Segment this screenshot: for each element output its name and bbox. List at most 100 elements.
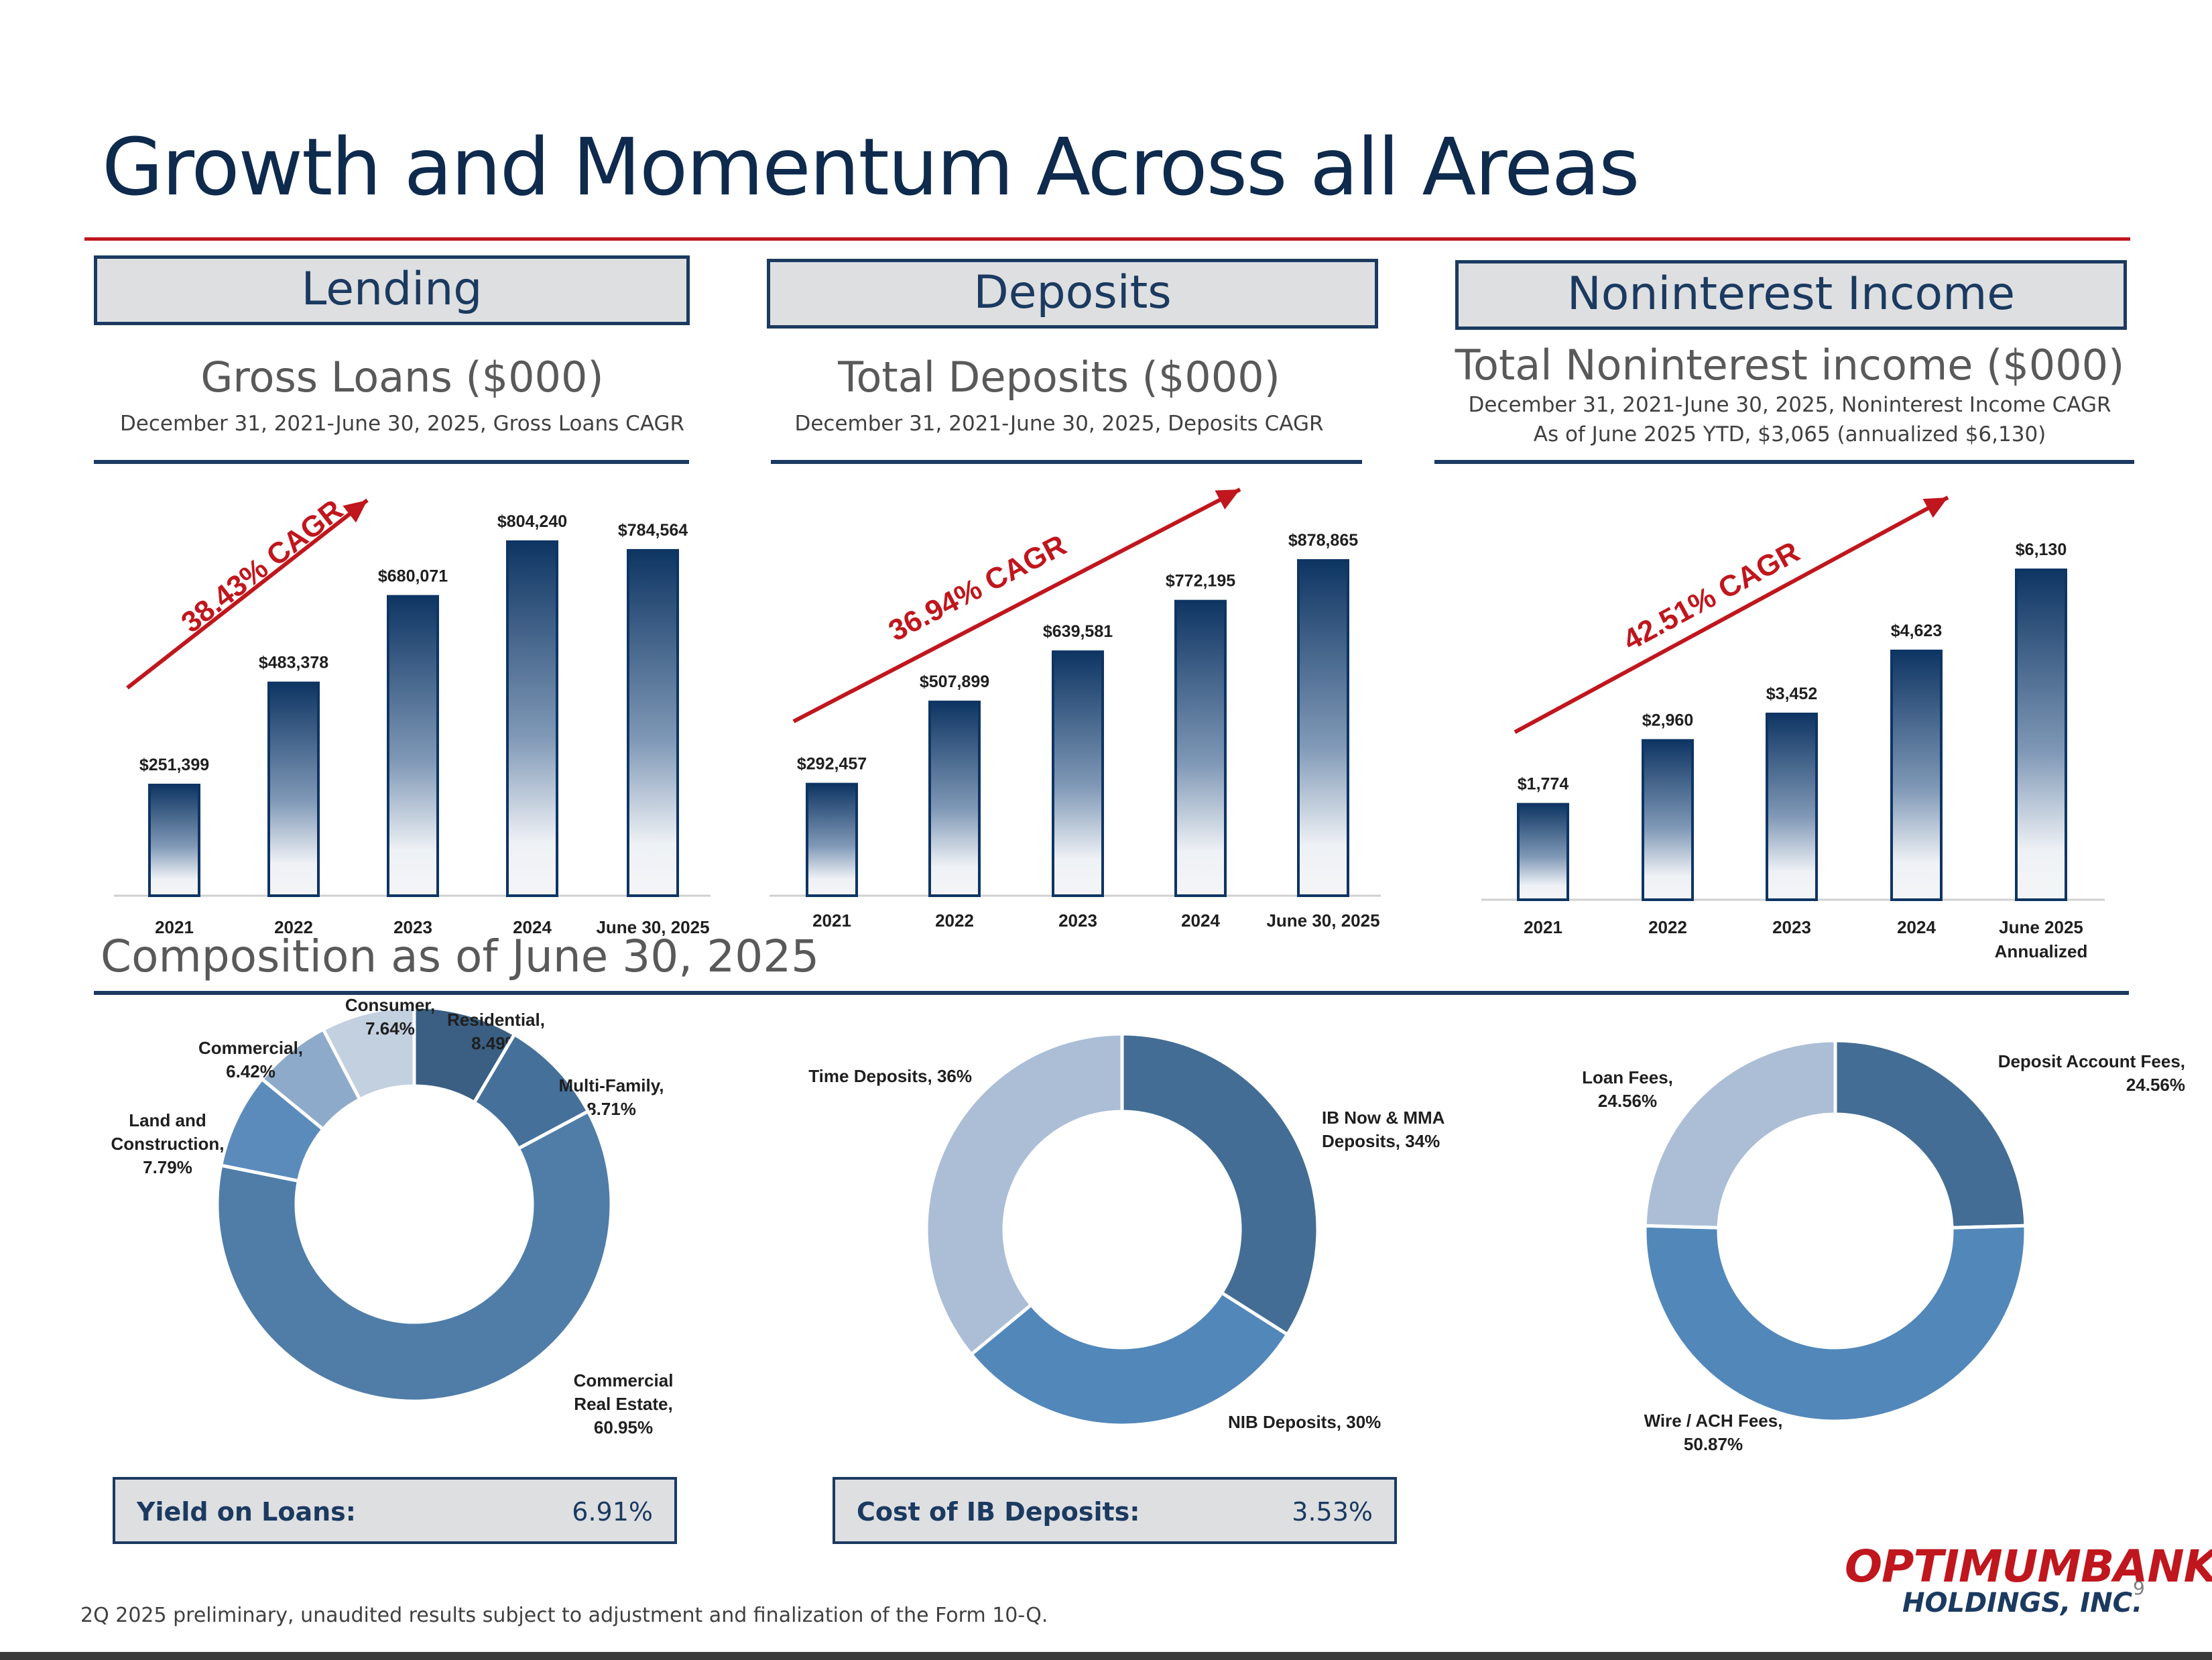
loans-bar [387,595,439,897]
noninterest-category-label: 2024 [1897,917,1936,937]
deposits-chart-title: Total Deposits ($000) [838,353,1280,402]
loans-donut-label: Consumer, [345,995,435,1015]
page-number: 9 [2133,1577,2145,1599]
loans-donut-label: Residential, [447,1010,545,1030]
deposits-bar [928,701,981,897]
deposits-title-rule [771,460,1362,464]
loans-data-label: $680,071 [378,567,448,586]
page-title: Growth and Momentum Across all Areas [102,121,1640,213]
noninterest-donut-slice [1643,1224,2028,1423]
noninterest-donut-label: Loan Fees, [1582,1067,1673,1087]
noninterest-bar [1766,712,1818,901]
loans-donut-label: Real Estate, [574,1394,672,1414]
loans-data-label: $784,564 [618,521,688,540]
loans-bar [627,548,679,897]
loans-category-label: 2024 [513,917,552,937]
loans-donut-label: 8.71% [587,1099,636,1119]
deposits-category-label: 2024 [1181,910,1220,931]
noninterest-title-rule [1434,460,2134,464]
deposits-data-label: $639,581 [1043,622,1113,641]
logo-holdings: HOLDINGS, INC. [1902,1588,2143,1618]
noninterest-data-label: $4,623 [1891,621,1942,640]
title-underline [84,237,2130,241]
noninterest-category-label: 2023 [1772,917,1811,937]
deposits-category-label: 2022 [935,910,974,931]
deposits-donut-slice [1120,1032,1320,1337]
cost-of-deposits-box: Cost of IB Deposits: 3.53% [833,1477,1397,1544]
deposits-data-label: $292,457 [797,755,867,774]
loans-category-label: June 30, 2025 [596,917,709,937]
noninterest-cagr-arrowhead [1922,497,1948,518]
loans-data-label: $483,378 [259,654,328,672]
loans-donut-label: Land and [129,1110,206,1130]
noninterest-data-label: $2,960 [1642,711,1693,729]
loans-donut-label: 6.42% [226,1061,275,1081]
deposits-donut-label: NIB Deposits, 30% [1228,1412,1381,1432]
loans-donut-label: Commercial, [198,1038,303,1058]
noninterest-donut-slice [1643,1039,1837,1230]
deposits-donut-label: IB Now & MMA [1322,1108,1445,1128]
noninterest-category-label: Annualized [1995,941,2088,961]
deposits-donut-label: Time Deposits, 36% [808,1066,972,1086]
deposits-donut-slice [924,1032,1124,1357]
deposits-bar [1174,599,1227,897]
loans-chart-subtitle: December 31, 2021-June 30, 2025, Gross L… [119,412,685,436]
loans-category-label: 2022 [274,917,313,937]
noninterest-donut-label: Deposit Account Fees, [1998,1051,2185,1071]
deposits-data-label: $507,899 [920,672,989,691]
yield-on-loans-box: Yield on Loans: 6.91% [113,1477,677,1544]
noninterest-chart-title: Total Noninterest income ($000) [1455,341,2125,390]
noninterest-category-label: June 2025 [1999,917,2083,937]
footnote: 2Q 2025 preliminary, unaudited results s… [80,1604,1048,1627]
loans-cagr-label: 38.43% CAGR [175,493,349,640]
section-deposits: Deposits [767,259,1378,329]
cost-value: 3.53% [1292,1497,1373,1527]
noninterest-chart-subtitle-2: As of June 2025 YTD, $3,065 (annualized … [1533,422,2046,447]
noninterest-data-label: $6,130 [2016,540,2067,559]
loans-category-label: 2023 [393,917,432,937]
deposits-category-label: June 30, 2025 [1266,910,1379,931]
logo-optimumbank: OPTIMUMBANK [1845,1541,2212,1592]
deposits-data-label: $878,865 [1288,531,1358,550]
loans-donut-label: 7.64% [365,1018,415,1039]
loans-donut-label: Construction, [111,1134,225,1154]
bottom-bar [0,1652,2212,1660]
deposits-bar [1297,559,1349,897]
composition-title: Composition as of June 30, 2025 [101,931,820,982]
loans-donut-label: Commercial [574,1370,674,1390]
deposits-category-label: 2021 [812,910,851,931]
loans-bar [148,783,200,897]
loans-category-label: 2021 [155,917,194,937]
noninterest-donut-label: 50.87% [1684,1434,1743,1454]
noninterest-bar [1642,739,1694,901]
loans-donut-label: Multi-Family, [559,1075,664,1095]
loans-data-label: $804,240 [497,512,567,531]
noninterest-data-label: $1,774 [1518,775,1569,794]
deposits-bar [1052,650,1104,897]
yield-label: Yield on Loans: [137,1497,356,1527]
noninterest-bar [1890,649,1943,902]
loans-bar [506,540,558,897]
loans-bar [267,681,320,897]
cost-label: Cost of IB Deposits: [857,1497,1140,1527]
loans-chart-title: Gross Loans ($000) [200,353,604,402]
loans-donut-slice [320,1005,416,1102]
section-noninterest: Noninterest Income [1455,260,2127,330]
noninterest-category-label: 2021 [1524,917,1562,937]
deposits-donut-slice [969,1290,1290,1427]
noninterest-donut-label: 24.56% [1598,1091,1657,1111]
noninterest-data-label: $3,452 [1766,685,1817,703]
deposits-category-label: 2023 [1058,910,1097,931]
loans-title-rule [94,460,689,464]
noninterest-bar [1517,803,1569,901]
noninterest-category-label: 2022 [1648,917,1687,937]
deposits-data-label: $772,195 [1166,572,1235,591]
loans-donut-label: 7.79% [143,1157,192,1177]
loans-data-label: $251,399 [139,756,209,774]
section-lending: Lending [94,255,690,325]
noninterest-donut-label: 24.56% [2126,1075,2185,1095]
noninterest-cagr-arrow [1514,495,1949,734]
deposits-chart-subtitle: December 31, 2021-June 30, 2025, Deposit… [794,412,1324,436]
deposits-cagr-arrowhead [1215,489,1240,510]
